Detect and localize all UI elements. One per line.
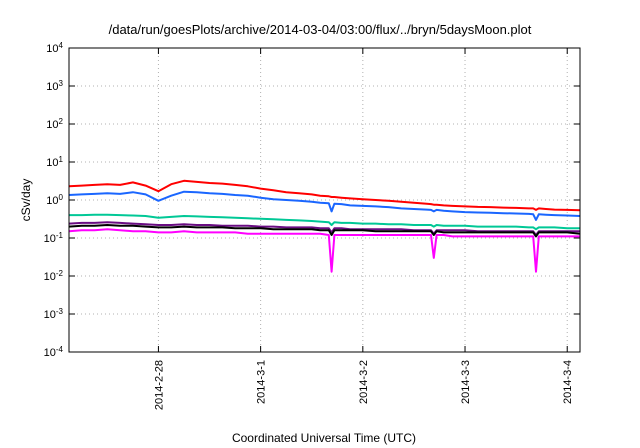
series-line-5 [68, 224, 581, 238]
grid [69, 48, 580, 352]
y-tick-label: 100 [46, 193, 63, 208]
x-tick-label: 2014-3-1 [256, 360, 268, 404]
y-axis-label: cSv/day [19, 179, 33, 222]
x-tick-label: 2014-3-3 [460, 360, 472, 404]
x-tick-label: 2014-2-28 [153, 360, 165, 410]
series-line-3 [69, 213, 580, 231]
x-tick-label: 2014-3-2 [358, 360, 370, 404]
x-tick-labels: 2014-2-28 2014-3-1 2014-3-2 2014-3-3 2014-3-… [153, 360, 574, 410]
chart-title: /data/run/goesPlots/archive/2014-03-04/0… [109, 22, 532, 37]
y-tick-label: 103 [46, 79, 63, 94]
axis-ticks [69, 47, 580, 353]
y-tick-label: 104 [46, 41, 63, 56]
x-tick-label: 2014-3-4 [562, 360, 574, 404]
series-line-6 [68, 228, 580, 273]
series-line-2 [68, 190, 581, 221]
y-tick-label: 10-1 [44, 231, 64, 246]
y-tick-label: 10-2 [44, 269, 64, 284]
x-axis-label: Coordinated Universal Time (UTC) [232, 431, 416, 445]
y-tick-label: 102 [46, 117, 63, 132]
y-tick-label: 10-4 [44, 345, 64, 360]
series-lines [68, 179, 581, 273]
series-line-1 [68, 179, 581, 212]
y-tick-label: 101 [46, 155, 63, 170]
series-line-4 [68, 221, 580, 236]
y-tick-label: 10-3 [44, 307, 64, 322]
y-tick-labels: 10-4 10-3 10-2 10-1 100 101 102 103 104 [44, 41, 64, 360]
